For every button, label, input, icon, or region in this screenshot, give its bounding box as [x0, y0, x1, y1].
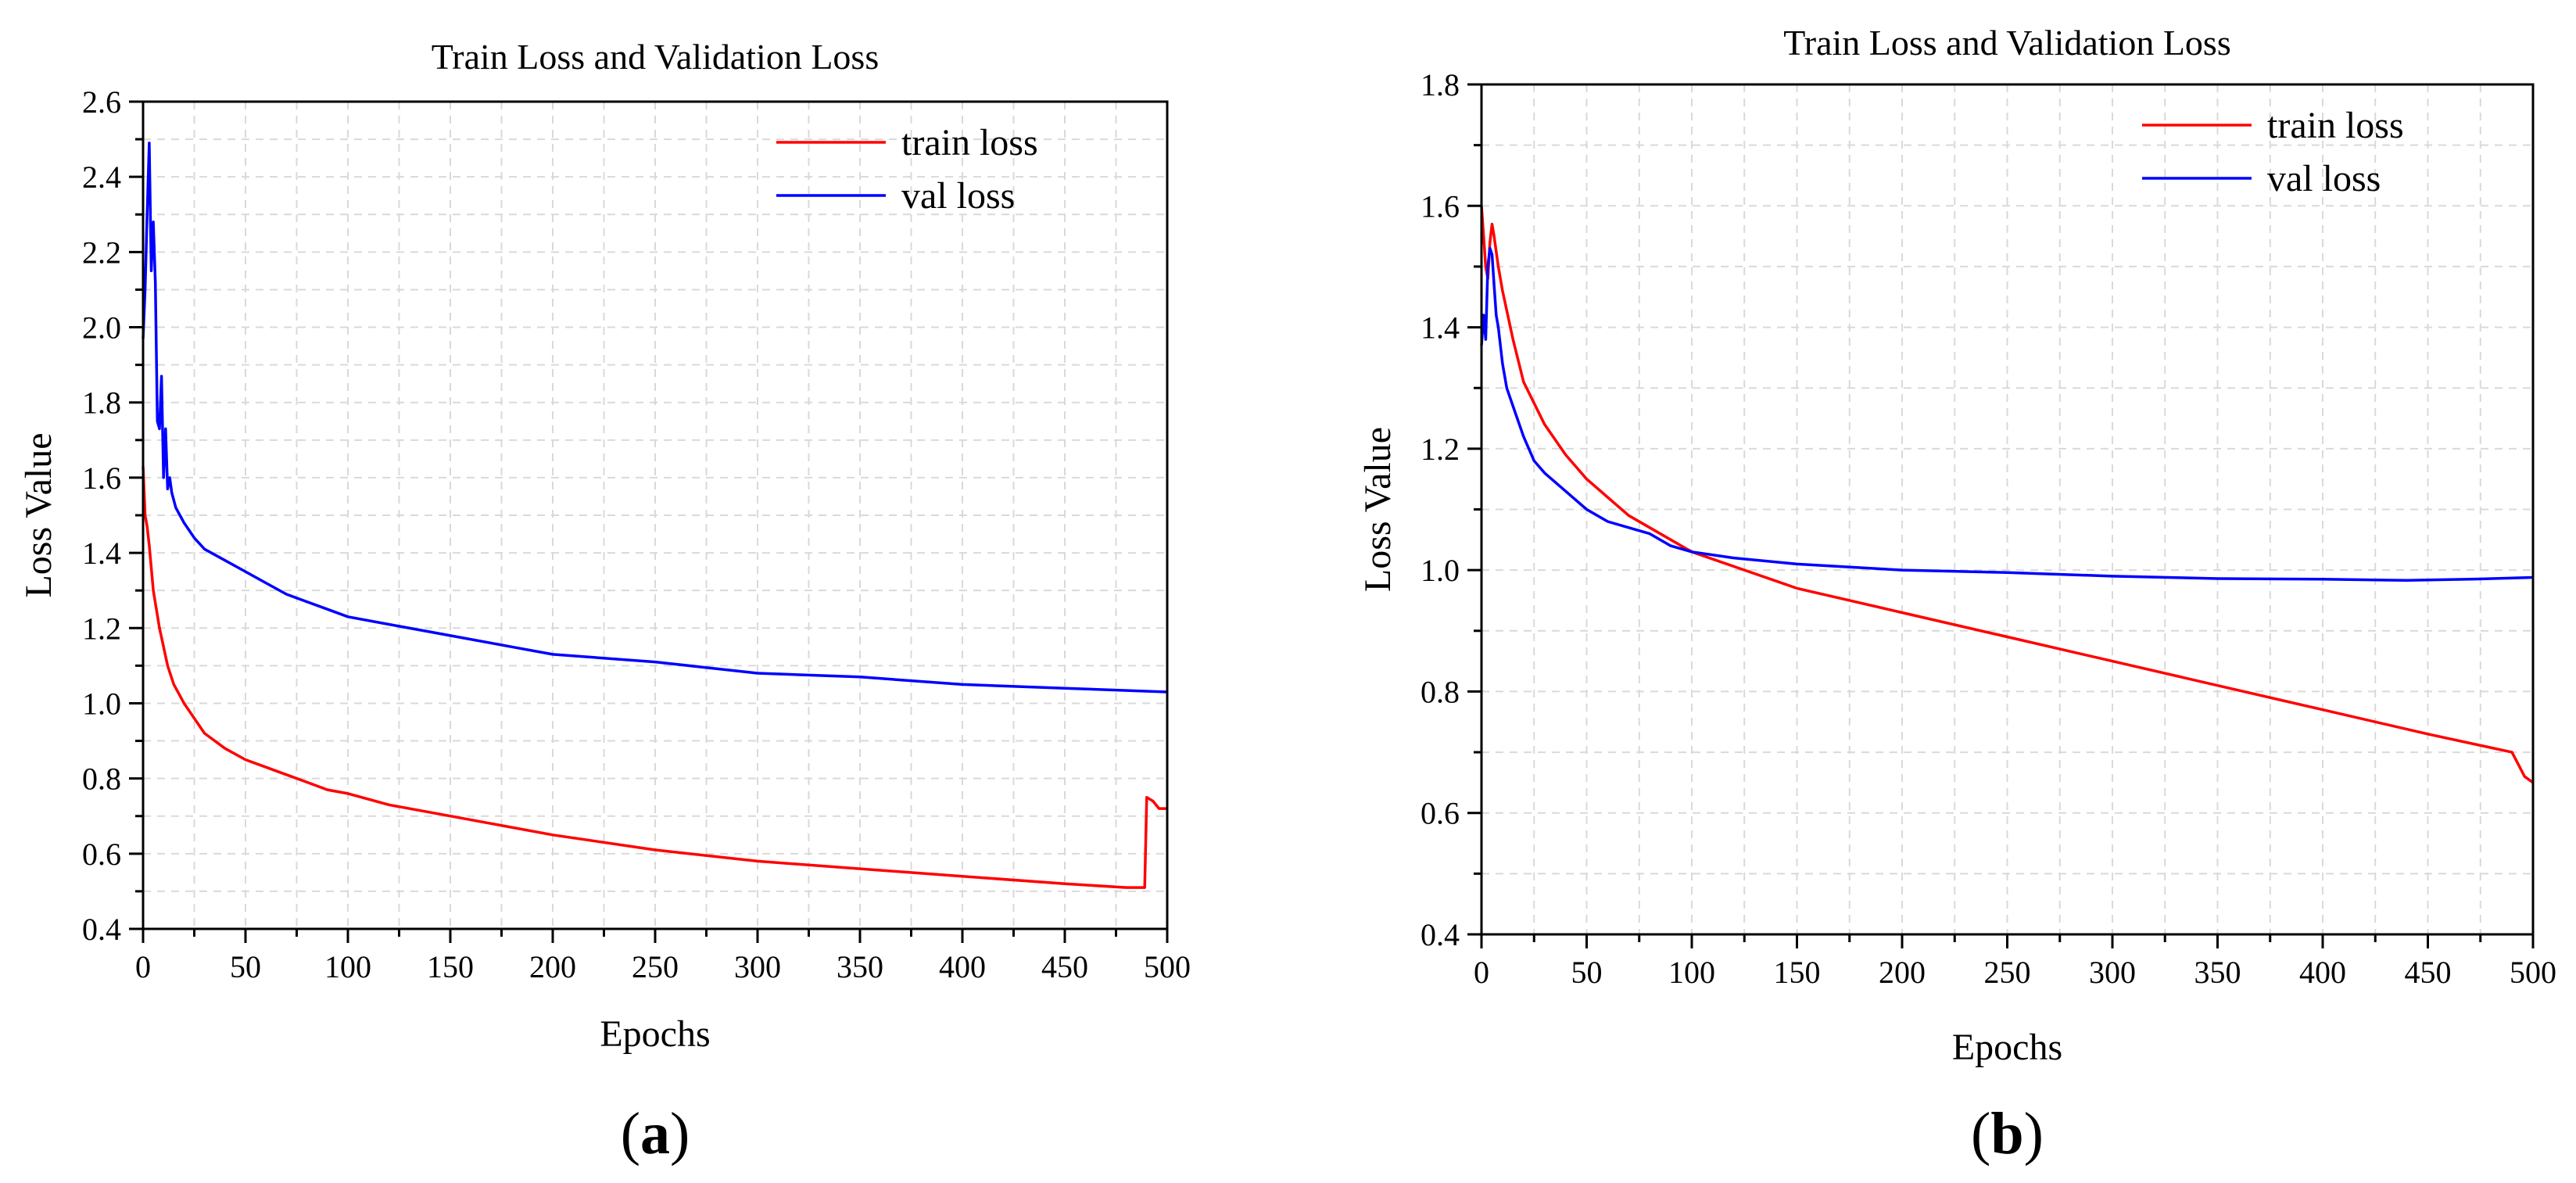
- legend-label: val loss: [2267, 158, 2381, 199]
- y-tick-label: 1.0: [82, 686, 121, 721]
- x-tick-label: 50: [1571, 955, 1603, 990]
- x-tick-label: 300: [2089, 955, 2136, 990]
- x-tick-label: 350: [2194, 955, 2241, 990]
- x-tick-label: 300: [734, 949, 781, 984]
- x-tick-label: 150: [427, 949, 474, 984]
- x-tick-label: 200: [1879, 955, 1926, 990]
- x-tick-label: 450: [1041, 949, 1088, 984]
- x-tick-label: 250: [1984, 955, 2031, 990]
- x-tick-label: 400: [939, 949, 986, 984]
- grid: [1481, 84, 2533, 934]
- panel-label: (b): [1971, 1101, 2044, 1167]
- y-axis-label: Loss Value: [1357, 427, 1399, 592]
- y-tick-label: 1.4: [1421, 310, 1460, 346]
- y-tick-label: 2.2: [82, 235, 121, 270]
- panel-letter: a: [640, 1101, 670, 1167]
- ticks: [1467, 83, 2535, 948]
- y-tick-label: 0.4: [1421, 917, 1460, 952]
- y-tick-label: 1.8: [1421, 67, 1460, 102]
- chart-panel-a: 0 50 100 150 200 250 300 350 400 450 500 0.4 0.6 0.8 1…: [18, 37, 1191, 1167]
- x-tick-label: 150: [1774, 955, 1821, 990]
- ticks: [129, 100, 1169, 943]
- y-tick-label: 2.0: [82, 310, 121, 346]
- panel-label: (a): [621, 1101, 690, 1167]
- y-tick-label: 0.6: [1421, 796, 1460, 831]
- y-tick-label: 0.4: [82, 912, 121, 947]
- legend: train loss val loss: [2142, 105, 2404, 199]
- chart-panel-b: 0 50 100 150 200 250 300 350 400 450 500 0.4 0.6 0.8 1…: [1357, 23, 2556, 1167]
- grid: [143, 102, 1167, 929]
- y-tick-label: 0.6: [82, 837, 121, 872]
- x-tick-label: 500: [1144, 949, 1191, 984]
- y-tick-label: 1.8: [82, 385, 121, 421]
- y-tick-label: 2.4: [82, 160, 121, 195]
- x-tick-label: 200: [529, 949, 576, 984]
- y-tick-label: 0.8: [1421, 674, 1460, 709]
- y-tick-label: 2.6: [82, 84, 121, 120]
- y-tick-label: 1.4: [82, 536, 121, 571]
- x-tick-label: 100: [324, 949, 371, 984]
- x-tick-label: 500: [2510, 955, 2556, 990]
- x-tick-label: 250: [632, 949, 679, 984]
- series-line-val-loss: [142, 142, 1168, 694]
- y-axis-label: Loss Value: [18, 432, 59, 597]
- y-tick-label: 1.2: [82, 611, 121, 646]
- legend-label: train loss: [901, 122, 1038, 163]
- panel-letter: b: [1990, 1101, 2023, 1167]
- x-axis-label: Epochs: [600, 1013, 710, 1055]
- series-line-train-loss: [1480, 206, 2535, 784]
- series-line-val-loss: [1480, 246, 2534, 583]
- chart-title: Train Loss and Validation Loss: [1783, 23, 2230, 63]
- x-tick-label: 0: [1474, 955, 1489, 990]
- x-tick-label: 400: [2299, 955, 2346, 990]
- x-tick-label: 0: [135, 949, 151, 984]
- y-tick-label: 1.6: [82, 461, 121, 496]
- y-tick-label: 1.0: [1421, 553, 1460, 588]
- legend-label: val loss: [901, 175, 1015, 217]
- y-tick-label: 1.2: [1421, 432, 1460, 467]
- legend: train loss val loss: [776, 122, 1038, 217]
- legend-label: train loss: [2267, 105, 2404, 146]
- x-axis-label: Epochs: [1952, 1027, 2062, 1068]
- x-tick-label: 100: [1668, 955, 1715, 990]
- y-tick-label: 1.6: [1421, 188, 1460, 224]
- x-tick-label: 350: [837, 949, 883, 984]
- series-line-train-loss: [142, 466, 1167, 889]
- x-tick-label: 450: [2405, 955, 2452, 990]
- x-tick-label: 50: [230, 949, 261, 984]
- y-tick-label: 0.8: [82, 762, 121, 797]
- chart-title: Train Loss and Validation Loss: [432, 37, 879, 77]
